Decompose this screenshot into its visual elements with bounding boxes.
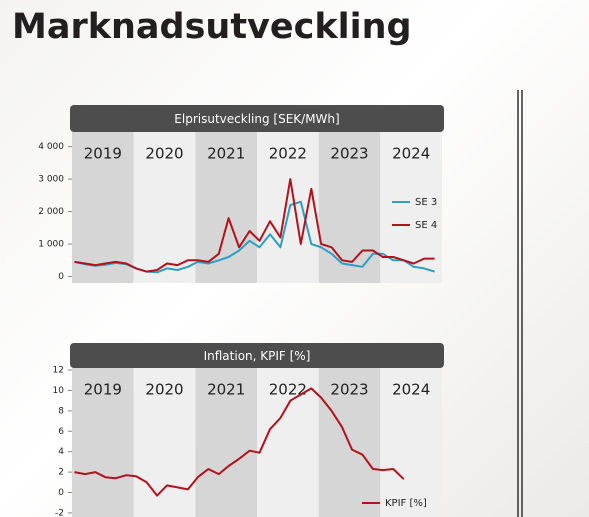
page: {"title": "Marknadsutveckling", "chart_d… bbox=[0, 0, 589, 517]
year-label: 2019 bbox=[84, 145, 122, 163]
y-tick-label: 6 bbox=[58, 427, 64, 437]
year-label: 2023 bbox=[330, 145, 368, 163]
year-label: 2024 bbox=[392, 381, 430, 399]
year-label: 2024 bbox=[392, 145, 430, 163]
y-tick-label: 1 000 bbox=[38, 240, 64, 250]
y-tick-label: 4 bbox=[58, 447, 64, 457]
year-label: 2021 bbox=[207, 145, 245, 163]
year-label: 2022 bbox=[269, 145, 307, 163]
year-label: 2019 bbox=[84, 381, 122, 399]
legend-label: SE 3 bbox=[415, 197, 437, 208]
y-tick-label: 2 bbox=[58, 468, 64, 478]
year-label: 2021 bbox=[207, 381, 245, 399]
y-tick-label: 0 bbox=[58, 488, 64, 498]
y-tick-label: 3 000 bbox=[38, 175, 64, 185]
y-tick-label: -2 bbox=[55, 508, 64, 517]
year-label: 2023 bbox=[330, 381, 368, 399]
year-label: 2020 bbox=[145, 145, 183, 163]
slide: Marknadsutveckling Elprisutveckling [SEK… bbox=[0, 0, 589, 517]
y-tick-label: 2 000 bbox=[38, 207, 64, 217]
legend-label: SE 4 bbox=[415, 220, 437, 231]
y-tick-label: 12 bbox=[53, 366, 64, 376]
year-label: 2020 bbox=[145, 381, 183, 399]
y-tick-label: 0 bbox=[58, 272, 64, 282]
page-title: Marknadsutveckling bbox=[12, 7, 412, 47]
y-tick-label: 10 bbox=[53, 386, 65, 396]
y-tick-label: 4 000 bbox=[38, 142, 64, 152]
year-label: 2022 bbox=[269, 381, 307, 399]
legend-label: KPIF [%] bbox=[385, 498, 427, 509]
chart-title: Inflation, KPIF [%] bbox=[204, 349, 311, 363]
y-tick-label: 8 bbox=[58, 406, 64, 416]
chart-title: Elprisutveckling [SEK/MWh] bbox=[174, 112, 339, 126]
